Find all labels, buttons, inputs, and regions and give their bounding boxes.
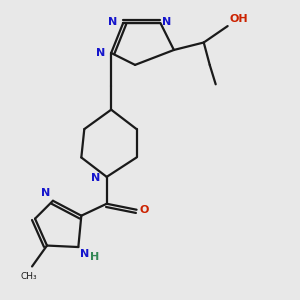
Text: N: N (162, 16, 171, 27)
Text: O: O (140, 205, 149, 215)
Text: N: N (41, 188, 50, 198)
Text: CH₃: CH₃ (21, 272, 38, 281)
Text: N: N (96, 48, 105, 58)
Text: OH: OH (229, 14, 248, 24)
Text: H: H (90, 251, 100, 262)
Text: N: N (80, 249, 89, 260)
Text: N: N (108, 16, 117, 27)
Text: N: N (92, 173, 101, 183)
